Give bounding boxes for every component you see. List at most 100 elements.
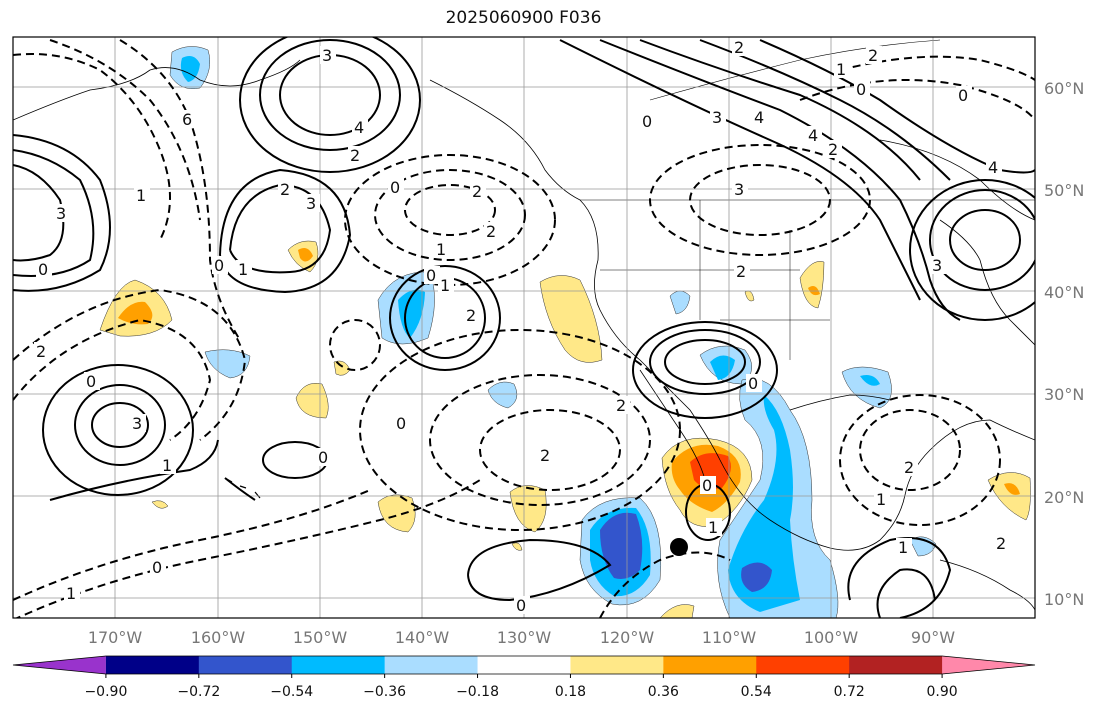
lon-label-120w: 120°W (600, 628, 655, 647)
contour-label: 2 (486, 222, 496, 241)
contour-label: 4 (354, 118, 364, 137)
contour-label: 0 (702, 476, 712, 495)
lat-label-10n: 10°N (1044, 590, 1084, 609)
colorbar-extend-low (13, 656, 106, 674)
colorbar-segment (756, 656, 850, 674)
shade-yellow-11 (509, 485, 547, 533)
contour-label: 0 (152, 558, 162, 577)
contour-label: 0 (958, 86, 968, 105)
colorbar-tick-label: 0.36 (648, 684, 679, 700)
contour-label: 6 (182, 110, 192, 129)
shade-cyan-7 (860, 375, 880, 386)
colorbar-segment (384, 656, 479, 674)
contour-label: 3 (56, 204, 66, 223)
lon-label-110w: 110°W (702, 628, 757, 647)
colorbar-segment (663, 656, 757, 674)
contour-label: 0 (748, 374, 758, 393)
contour-label: 1 (162, 456, 172, 475)
colorbar-segment (198, 656, 293, 674)
contour-label: 0 (390, 178, 400, 197)
contour-label: 2 (828, 140, 838, 159)
colorbar-tick-label: 0.54 (741, 684, 772, 700)
map-title: 2025060900 F036 (445, 8, 602, 28)
lon-label-140w: 140°W (395, 628, 450, 647)
lat-label-30n: 30°N (1044, 385, 1084, 404)
lat-label-40n: 40°N (1044, 283, 1084, 302)
contour-label: 4 (808, 126, 818, 145)
contour-label: 1 (66, 584, 76, 603)
contours-negative (13, 39, 1035, 618)
shade-orange-7 (808, 286, 820, 296)
contour-label: 1 (238, 260, 248, 279)
lon-label-170w: 170°W (88, 628, 143, 647)
contour-label: 1 (898, 538, 908, 557)
contour-label: 2 (904, 458, 914, 477)
contour-label: 3 (306, 194, 316, 213)
contour-label: 2 (36, 342, 46, 361)
contour-label: 1 (876, 490, 886, 509)
lon-label-90w: 90°W (911, 628, 955, 647)
shade-yellow-12 (511, 542, 523, 551)
lon-label-150w: 150°W (293, 628, 348, 647)
contour-label: 4 (988, 158, 998, 177)
storm-position-marker (670, 538, 688, 556)
colorbar: −0.90 −0.72 −0.54 −0.36 −0.18 0.18 0.36 0.54 0.7… (12, 655, 1036, 700)
contour-label: 2 (616, 396, 626, 415)
contour-label: 0 (38, 260, 48, 279)
shade-royal-8 (741, 562, 772, 592)
lon-labels: 170°W 160°W 150°W 140°W 130°W 120°W 110°… (88, 628, 955, 647)
colorbar-segment (570, 656, 664, 674)
shade-lightblue-5 (669, 290, 691, 315)
contour-label: 2 (466, 306, 476, 325)
colorbar-segment (849, 656, 943, 674)
contour-label: 2 (736, 262, 746, 281)
contour-label: 4 (754, 108, 764, 127)
contour-label: 0 (214, 256, 224, 275)
colorbar-segment (477, 656, 571, 674)
colorbar-tick-label: −0.36 (363, 684, 406, 700)
contour-label: 2 (868, 46, 878, 65)
contour-label: 1 (440, 276, 450, 295)
shade-cyan-aleutian (180, 56, 200, 82)
colorbar-segment (105, 656, 200, 674)
colorbar-tick-label: −0.18 (456, 684, 499, 700)
shade-lightblue-3 (204, 349, 251, 379)
contour-label: 2 (280, 180, 290, 199)
colorbar-segment (291, 656, 386, 674)
colorbar-extend-high (942, 656, 1035, 674)
shade-cyan-2 (398, 289, 425, 338)
colorbar-tick-label: 0.72 (834, 684, 865, 700)
contour-label: 2 (540, 446, 550, 465)
colorbar-tick-label: 0.18 (555, 684, 586, 700)
colorbar-tick-label: −0.90 (84, 684, 127, 700)
contour-label: 3 (322, 46, 332, 65)
contour-labels: 3 4 2 0 6 3 1 2 0 3 1 0 2 2 1 0 1 2 0 3 … (34, 38, 1010, 615)
contour-label: 3 (734, 180, 744, 199)
contour-label: 0 (856, 80, 866, 99)
lat-label-50n: 50°N (1044, 181, 1084, 200)
shade-lightblue-4 (487, 381, 518, 409)
shade-orange-1 (118, 301, 153, 325)
lat-label-20n: 20°N (1044, 488, 1084, 507)
contours-positive (13, 37, 1035, 618)
lat-labels: 60°N 50°N 40°N 30°N 20°N 10°N (1044, 79, 1084, 609)
lon-label-160w: 160°W (191, 628, 246, 647)
shade-yellow-5 (539, 275, 603, 363)
colorbar-tick-label: 0.90 (927, 684, 958, 700)
contour-label: 3 (132, 414, 142, 433)
shading-layer (99, 46, 1031, 618)
coastlines (13, 39, 1035, 611)
contour-label: 0 (426, 266, 436, 285)
shade-royal-13 (600, 512, 643, 579)
contour-label: 0 (396, 414, 406, 433)
shade-yellow-10 (377, 494, 416, 533)
shade-yellow-7 (799, 261, 825, 309)
contour-label: 2 (472, 182, 482, 201)
contour-label: 0 (516, 596, 526, 615)
shade-orange-14 (1004, 483, 1020, 495)
contour-label: 1 (708, 518, 718, 537)
contour-label: 0 (642, 112, 652, 131)
lon-label-100w: 100°W (804, 628, 859, 647)
contour-label: 2 (734, 38, 744, 57)
